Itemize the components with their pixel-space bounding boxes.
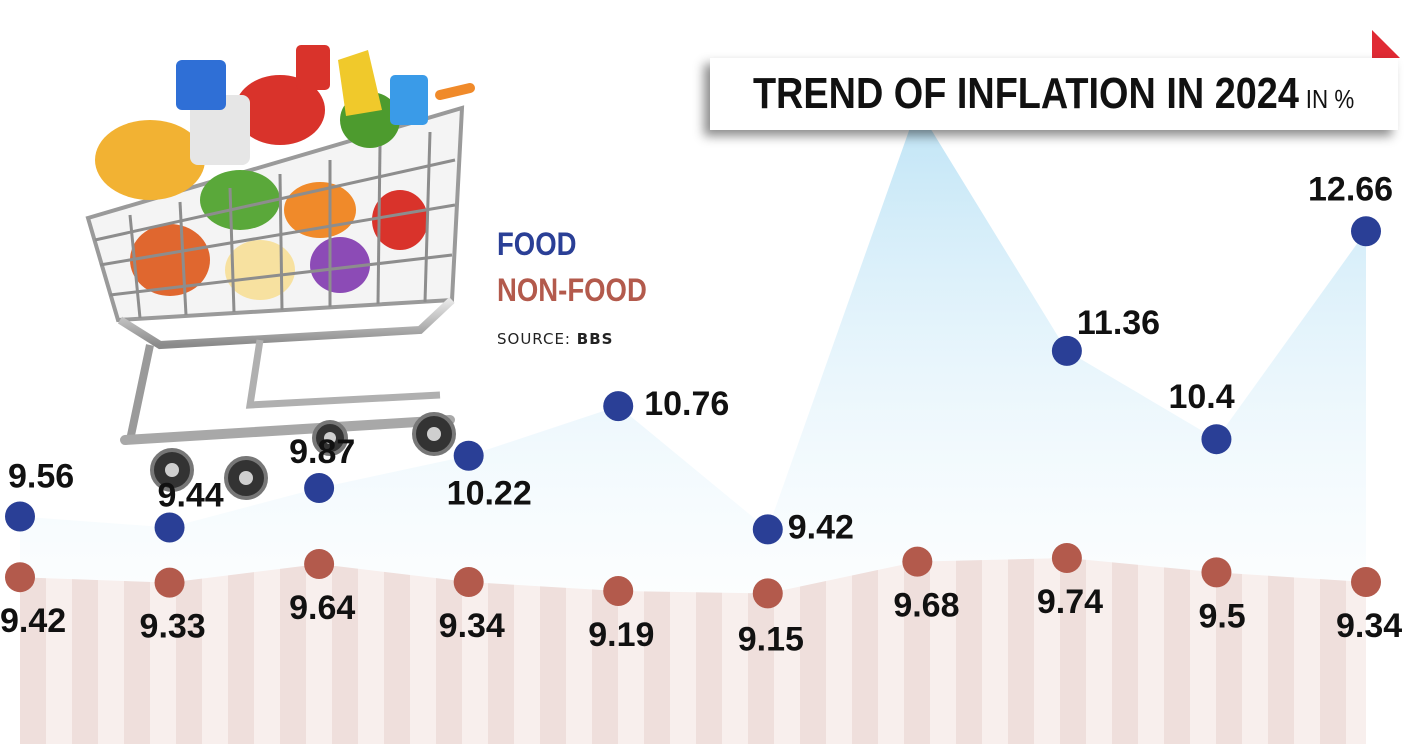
source-note: SOURCE: BBS [497,330,613,348]
nonfood-point [5,562,35,593]
corner-flag [1372,30,1400,58]
nonfood-point [304,549,335,579]
chart-title: TREND OF INFLATION IN 2024 IN % [753,69,1354,119]
food-value-label: 9.56 [8,457,74,495]
food-point [1201,424,1232,455]
nonfood-point [154,567,185,598]
food-value-label: 9.87 [289,433,355,471]
food-point [1051,335,1082,366]
food-point [603,391,634,422]
nonfood-point [902,546,933,577]
food-point [752,514,783,545]
food-value-label: 10.76 [644,385,729,423]
nonfood-value-label: 9.34 [439,607,505,645]
food-point [5,501,35,532]
nonfood-point [1201,557,1232,588]
nonfood-area [20,558,1366,744]
nonfood-point [1051,543,1082,573]
nonfood-value-label: 9.33 [140,608,206,646]
source-value: BBS [576,330,614,348]
food-point [304,472,335,503]
nonfood-value-label: 9.68 [893,587,959,625]
food-value-label: 10.4 [1168,378,1234,416]
shopping-cart-icon [85,45,475,500]
nonfood-point [1351,567,1381,597]
title-unit: IN % [1306,84,1355,114]
nonfood-value-label: 9.74 [1037,583,1103,621]
title-text: TREND OF INFLATION IN 2024 [753,69,1300,118]
title-box: TREND OF INFLATION IN 2024 IN % [710,58,1398,130]
nonfood-point [752,578,783,609]
source-label: SOURCE: [497,330,571,348]
nonfood-point [603,576,634,606]
food-value-label: 9.44 [158,477,224,515]
nonfood-value-label: 9.64 [289,589,355,627]
nonfood-value-label: 9.15 [738,620,804,658]
food-point [154,512,185,543]
nonfood-value-label: 9.42 [0,602,66,640]
legend-food: FOOD [497,226,577,262]
nonfood-value-label: 9.5 [1198,597,1245,635]
food-point [1351,216,1381,247]
nonfood-value-label: 9.19 [588,616,654,654]
food-value-label: 11.36 [1077,304,1160,342]
food-value-label: 9.42 [788,508,854,546]
food-value-label: 12.66 [1308,170,1393,208]
legend-nonfood: NON-FOOD [497,272,647,308]
food-value-label: 10.22 [447,475,532,513]
food-point [453,440,484,471]
nonfood-point [453,567,484,597]
nonfood-value-label: 9.34 [1336,607,1402,645]
